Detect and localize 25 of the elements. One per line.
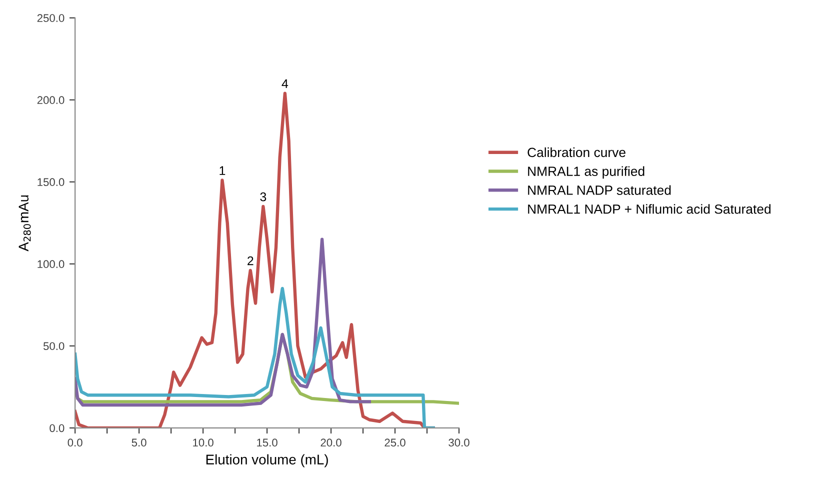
annotation: 3: [260, 192, 266, 202]
y-tick-label: 0.0: [50, 424, 64, 432]
x-tick-label: 0.0: [68, 438, 82, 447]
legend-label: NMRAL1 as purified: [528, 166, 644, 179]
x-tick-label: 10.0: [193, 438, 214, 447]
annotation: 2: [248, 256, 254, 266]
legend-label: Calibration curve: [528, 147, 626, 158]
x-axis-title: Elution volume (mL): [206, 454, 328, 468]
x-tick-label: 20.0: [320, 438, 342, 447]
line-series: [75, 238, 372, 407]
x-tick-label: 5.0: [132, 438, 146, 447]
y-tick-label: 50.0: [43, 342, 64, 350]
y-tick-label: 250.0: [37, 14, 64, 22]
y-tick-label: 150.0: [38, 178, 64, 186]
x-tick-label: 25.0: [384, 438, 406, 447]
x-tick-label: 15.0: [257, 438, 278, 447]
annotation: 4: [282, 79, 288, 88]
line-series: [75, 286, 436, 428]
legend-label: NMRAL NADP saturated: [528, 185, 671, 195]
y-axis-title: A$_{280}$mAu: [18, 195, 31, 252]
y-tick-label: 100.0: [38, 260, 64, 268]
annotation: 1: [220, 166, 226, 175]
y-tick-label: 200.0: [37, 96, 64, 104]
x-tick-label: 30.0: [448, 438, 470, 447]
legend-label: NMRAL1 NADP + Niflumic acid Saturated: [528, 204, 770, 214]
